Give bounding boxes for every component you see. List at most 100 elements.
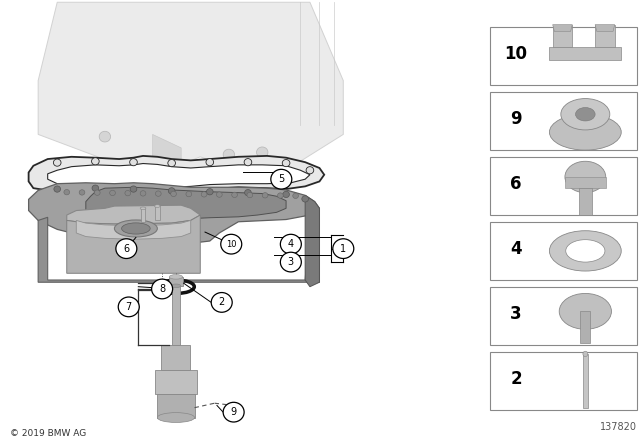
Ellipse shape (583, 351, 588, 357)
Bar (580, 311, 590, 343)
Circle shape (130, 186, 137, 192)
Circle shape (278, 193, 284, 198)
Text: 2: 2 (219, 297, 225, 307)
Polygon shape (595, 25, 614, 31)
Polygon shape (152, 134, 181, 170)
Circle shape (130, 159, 138, 166)
Bar (161, 345, 190, 370)
Ellipse shape (575, 108, 595, 121)
Circle shape (207, 189, 213, 195)
Circle shape (64, 190, 70, 195)
Ellipse shape (115, 220, 157, 237)
Circle shape (223, 402, 244, 422)
Circle shape (95, 190, 100, 195)
Circle shape (221, 234, 242, 254)
Bar (490, 352, 637, 410)
Bar (595, 25, 614, 47)
Bar (579, 188, 592, 215)
Text: 7: 7 (125, 302, 132, 312)
Text: 3: 3 (510, 305, 522, 323)
Circle shape (109, 190, 115, 196)
Bar (169, 277, 182, 286)
Bar (155, 370, 197, 394)
Circle shape (79, 190, 85, 195)
Circle shape (244, 159, 252, 166)
Circle shape (211, 293, 232, 312)
Circle shape (247, 192, 253, 198)
Bar (490, 92, 637, 150)
Bar (553, 25, 572, 47)
Bar (157, 394, 195, 418)
Text: 4: 4 (510, 240, 522, 258)
Ellipse shape (157, 413, 195, 422)
Circle shape (53, 159, 61, 166)
Polygon shape (86, 187, 286, 220)
Text: 2: 2 (510, 370, 522, 388)
Circle shape (223, 149, 235, 160)
Ellipse shape (140, 207, 146, 210)
Text: 3: 3 (288, 257, 294, 267)
Circle shape (283, 191, 289, 198)
Bar (549, 47, 621, 60)
Ellipse shape (549, 114, 621, 150)
Polygon shape (553, 25, 572, 31)
Bar (490, 27, 637, 85)
Bar (141, 208, 145, 222)
Text: 8: 8 (159, 284, 165, 294)
Text: 6: 6 (510, 175, 522, 193)
Circle shape (280, 234, 301, 254)
Text: © 2019 BMW AG: © 2019 BMW AG (10, 429, 86, 438)
Ellipse shape (566, 240, 605, 262)
Ellipse shape (169, 275, 182, 279)
Polygon shape (29, 183, 319, 247)
Text: 9: 9 (230, 407, 237, 417)
Circle shape (156, 191, 161, 196)
Ellipse shape (559, 293, 611, 329)
Circle shape (118, 297, 140, 317)
Bar (565, 177, 605, 188)
Circle shape (54, 186, 61, 192)
Circle shape (244, 190, 252, 196)
Bar (490, 222, 637, 280)
Circle shape (282, 159, 290, 167)
Ellipse shape (171, 284, 180, 288)
Circle shape (99, 131, 111, 142)
Bar (490, 287, 637, 345)
Circle shape (168, 188, 175, 194)
Polygon shape (67, 215, 200, 273)
Circle shape (201, 192, 207, 197)
Bar (490, 157, 637, 215)
Circle shape (140, 191, 146, 196)
Polygon shape (305, 195, 319, 287)
Ellipse shape (565, 161, 605, 193)
Polygon shape (76, 220, 191, 239)
Bar (155, 206, 160, 220)
Circle shape (333, 239, 354, 258)
Polygon shape (38, 2, 343, 170)
Text: 10: 10 (226, 240, 237, 249)
Bar (172, 286, 180, 345)
Circle shape (302, 196, 308, 202)
Text: 9: 9 (510, 110, 522, 128)
Text: 6: 6 (124, 244, 129, 254)
Ellipse shape (154, 205, 160, 207)
Circle shape (152, 279, 173, 299)
Circle shape (232, 192, 237, 198)
Bar (583, 354, 588, 408)
Polygon shape (29, 156, 324, 192)
Circle shape (206, 159, 214, 166)
Circle shape (257, 147, 268, 158)
Text: 1: 1 (340, 244, 346, 254)
Ellipse shape (122, 223, 150, 234)
Ellipse shape (561, 99, 610, 130)
Circle shape (280, 252, 301, 272)
Text: 137820: 137820 (600, 422, 637, 432)
Circle shape (171, 191, 177, 197)
Polygon shape (38, 208, 319, 282)
Circle shape (92, 185, 99, 191)
Circle shape (186, 191, 191, 197)
Circle shape (92, 158, 99, 165)
Circle shape (216, 192, 222, 197)
Circle shape (306, 167, 314, 174)
Circle shape (271, 169, 292, 189)
